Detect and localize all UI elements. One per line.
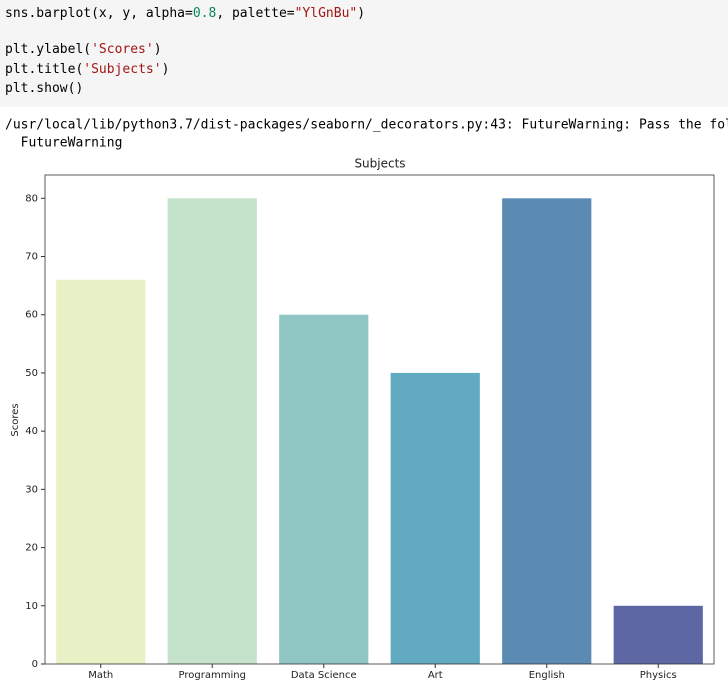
code-token: 0.8 [193,6,216,21]
x-tick-label: Art [428,670,443,681]
bar [502,198,592,665]
code-token: "YlGnBu" [295,6,358,21]
x-tick-label: Programming [179,670,246,681]
bar [390,372,480,664]
code-line: sns.barplot(x, y, alpha=0.8, palette="Yl… [5,6,365,21]
bar [56,279,146,664]
x-tick-label: Physics [640,670,677,681]
y-tick-label: 50 [25,368,38,379]
code-token: 'Scores' [91,42,154,57]
code-token: ) [162,62,170,77]
bar [279,314,369,664]
y-axis-label: Scores [10,403,21,436]
y-tick-label: 40 [25,426,38,437]
y-tick-label: 80 [25,193,38,204]
y-tick-label: 10 [25,601,38,612]
bar [167,198,257,665]
bar [613,605,703,664]
code-cell [0,0,728,107]
code-line: plt.ylabel('Scores') [5,42,162,57]
chart-title: Subjects [354,157,405,171]
code-token: sns.barplot(x, y, alpha= [5,6,193,21]
y-tick-label: 30 [25,484,38,495]
code-token: , palette= [216,6,294,21]
y-tick-label: 70 [25,252,38,263]
plot-frame [44,174,715,665]
code-token: ) [357,6,365,21]
code-token: plt.show() [5,81,83,96]
code-line: plt.title('Subjects') [5,62,169,77]
y-tick-label: 0 [32,659,38,670]
code-token: plt.title( [5,62,83,77]
warning-line: FutureWarning [5,136,122,151]
y-tick-label: 60 [25,310,38,321]
x-tick-label: English [529,670,565,681]
x-tick-label: Data Science [291,670,357,681]
y-tick-label: 20 [25,543,38,554]
code-token: ) [154,42,162,57]
code-token: plt.ylabel( [5,42,91,57]
warning-line: /usr/local/lib/python3.7/dist-packages/s… [5,118,728,133]
code-token: 'Subjects' [83,62,161,77]
x-tick-label: Math [88,670,113,681]
code-line: plt.show() [5,81,83,96]
